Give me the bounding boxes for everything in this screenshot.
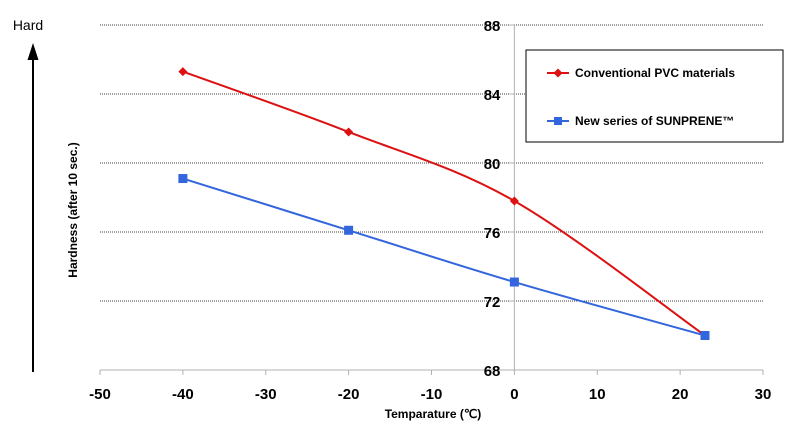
series-1-point-2	[509, 277, 519, 287]
y-tick-labels: 68 72 76 80 84 88	[484, 18, 501, 380]
y-tick-label-84: 84	[484, 87, 501, 104]
legend-marker-pvc	[553, 68, 563, 78]
y-tick-label-76: 76	[484, 225, 501, 242]
legend-label-pvc: Conventional PVC materials	[575, 66, 735, 80]
series-0-point-2	[509, 196, 519, 206]
legend: Conventional PVC materials New series of…	[525, 49, 784, 143]
y-tick-label-80: 80	[484, 156, 501, 173]
hard-label: Hard	[13, 17, 43, 33]
y-axis-title: Hardness (after 10 sec.)	[66, 142, 80, 277]
hard-arrow-icon	[27, 43, 39, 372]
y-tick-label-88: 88	[484, 18, 501, 35]
x-tick-label-0: 0	[510, 386, 518, 403]
series-0-point-1	[344, 127, 354, 137]
series-1-point-3	[700, 331, 710, 340]
legend-marker-sunprene	[554, 117, 562, 125]
y-tick-label-68: 68	[484, 363, 501, 380]
x-axis-title: Temparature (℃)	[385, 407, 482, 421]
legend-box	[525, 49, 784, 143]
y-tick-label-72: 72	[484, 294, 501, 311]
series-1-point-0	[178, 174, 188, 184]
x-tick-label--10: -10	[421, 386, 443, 403]
x-tick-label--50: -50	[89, 386, 111, 403]
x-tick-label--40: -40	[172, 386, 194, 403]
legend-label-sunprene: New series of SUNPRENE™	[575, 114, 734, 128]
x-tick-label--30: -30	[255, 386, 277, 403]
x-tick-label-10: 10	[589, 386, 606, 403]
x-tick-labels: -50 -40 -30 -20 -10 0 10 20 30	[89, 386, 771, 403]
series-line-0	[182, 70, 706, 337]
series-0-point-0	[178, 67, 188, 77]
series-1-point-1	[344, 225, 354, 235]
x-tick-label--20: -20	[338, 386, 360, 403]
series-line-1	[182, 177, 706, 337]
x-tick-label-30: 30	[755, 386, 772, 403]
series-group	[178, 67, 710, 340]
x-tick-label-20: 20	[672, 386, 689, 403]
